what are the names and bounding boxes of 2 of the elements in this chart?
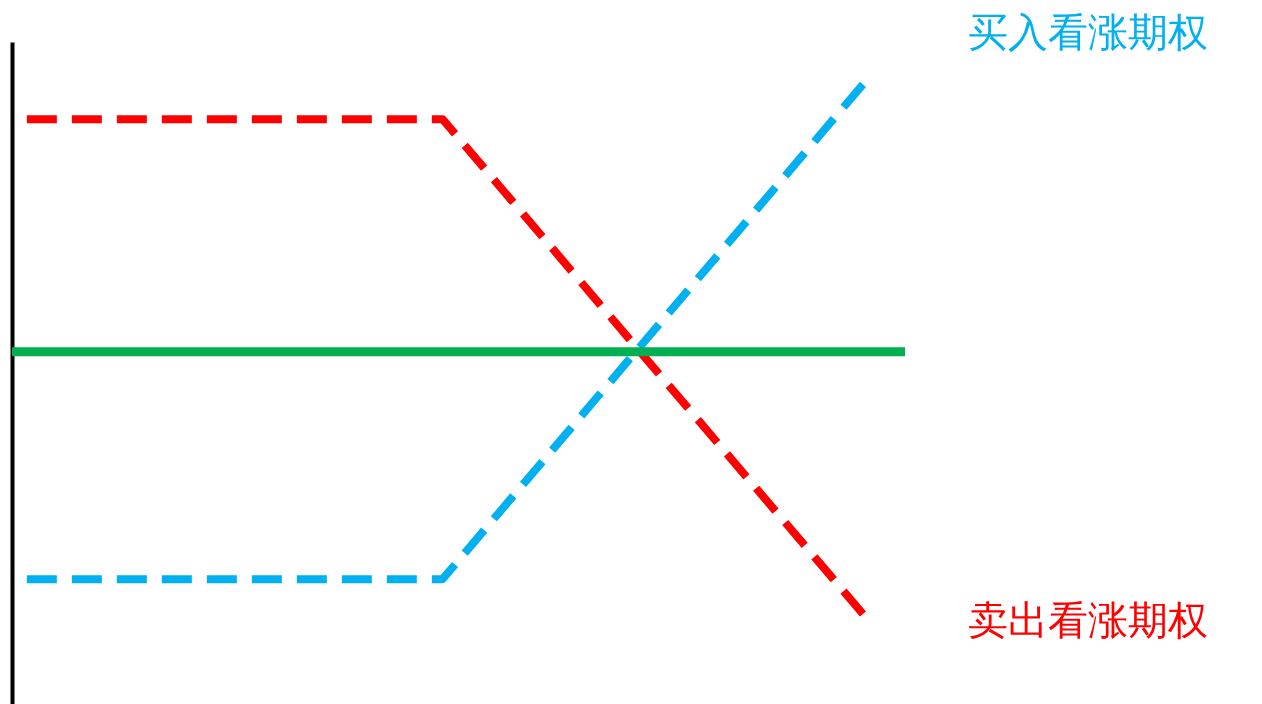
- text: 卖出看涨期权: [967, 596, 1208, 643]
- text: 买入看涨期权: [967, 9, 1208, 56]
